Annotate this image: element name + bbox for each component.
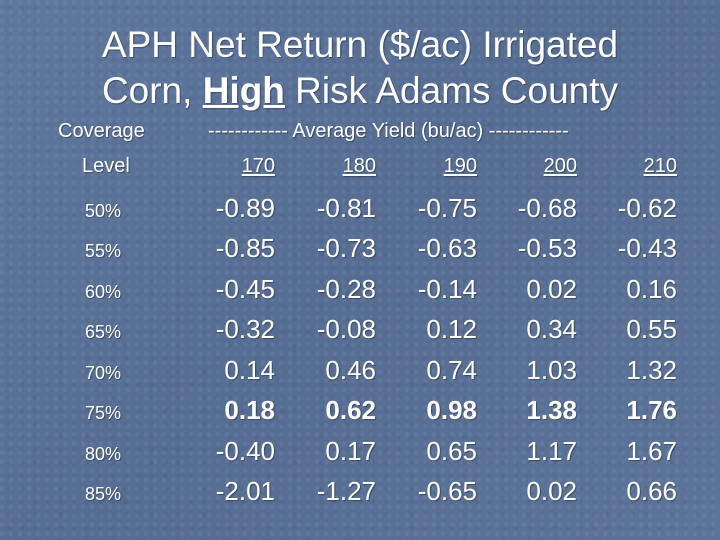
table-cell: -2.01	[215, 476, 275, 506]
title-line-1: APH Net Return ($/ac) Irrigated	[101, 24, 619, 65]
table-row: 70% 0.14 0.46 0.74 1.03 1.32	[0, 352, 720, 392]
table-cell: 0.46	[325, 355, 376, 385]
coverage-level: 60%	[85, 282, 122, 302]
average-yield-header: ------------ Average Yield (bu/ac) -----…	[208, 120, 569, 142]
table-cell: 0.12	[426, 314, 477, 344]
title-emphasis-high: High	[202, 70, 285, 111]
table-cell: 0.18	[224, 395, 275, 425]
table-cell: -0.65	[417, 476, 477, 506]
table-cell: -0.28	[316, 274, 376, 304]
table-cell: 1.67	[626, 436, 677, 466]
table-cell: -0.68	[517, 193, 577, 223]
table-cell: 1.17	[526, 436, 577, 466]
table-cell: -1.27	[316, 476, 376, 506]
table-row: 60% -0.45 -0.28 -0.14 0.02 0.16	[0, 271, 720, 311]
table-row: 55% -0.85 -0.73 -0.63 -0.53 -0.43	[0, 230, 720, 270]
yield-column-210: 210	[643, 155, 677, 177]
table-cell: 0.55	[626, 314, 677, 344]
table-cell: 0.34	[526, 314, 577, 344]
slide-title: APH Net Return ($/ac) Irrigated Corn, Hi…	[40, 22, 680, 114]
coverage-level: 65%	[85, 322, 122, 342]
table-cell: 1.03	[526, 355, 577, 385]
table-row-highlighted: 75% 0.18 0.62 0.98 1.38 1.76	[0, 392, 720, 432]
table-row: 85% -2.01 -1.27 -0.65 0.02 0.66	[0, 473, 720, 513]
table-row: 80% -0.40 0.17 0.65 1.17 1.67	[0, 433, 720, 473]
coverage-level: 85%	[85, 484, 122, 504]
table-cell: 0.65	[426, 436, 477, 466]
table-cell: -0.43	[617, 233, 677, 263]
table-cell: -0.53	[517, 233, 577, 263]
coverage-level: 70%	[85, 363, 122, 383]
yield-column-190: 190	[443, 155, 477, 177]
table-row: 65% -0.32 -0.08 0.12 0.34 0.55	[0, 311, 720, 351]
table-cell: 0.98	[426, 395, 477, 425]
title-line-2-start: Corn,	[101, 70, 203, 111]
table-cell: -0.81	[316, 193, 376, 223]
table-cell: 1.76	[626, 395, 677, 425]
table-cell: 0.66	[626, 476, 677, 506]
table-cell: 1.38	[526, 395, 577, 425]
yield-column-200: 200	[543, 155, 577, 177]
table-cell: -0.89	[215, 193, 275, 223]
coverage-level: 80%	[85, 444, 122, 464]
table-cell: -0.45	[215, 274, 275, 304]
table-cell: 0.14	[224, 355, 275, 385]
yield-column-170: 170	[241, 155, 275, 177]
table-cell: 0.02	[526, 476, 577, 506]
table-row: 50% -0.89 -0.81 -0.75 -0.68 -0.62	[0, 190, 720, 230]
level-header: Level	[82, 155, 130, 177]
coverage-level: 50%	[85, 201, 122, 221]
table-cell: -0.08	[316, 314, 376, 344]
table-cell: 0.16	[626, 274, 677, 304]
table-cell: 0.17	[325, 436, 376, 466]
coverage-header: Coverage	[58, 120, 145, 142]
yield-column-180: 180	[342, 155, 376, 177]
table-cell: -0.73	[316, 233, 376, 263]
table-cell: 0.74	[426, 355, 477, 385]
coverage-level: 55%	[85, 241, 122, 261]
table-cell: 1.32	[626, 355, 677, 385]
table-cell: -0.85	[215, 233, 275, 263]
table-cell: 0.62	[325, 395, 376, 425]
coverage-level: 75%	[85, 403, 122, 423]
table-cell: 0.02	[526, 274, 577, 304]
table-cell: -0.32	[215, 314, 275, 344]
title-line-2-end: Risk Adams County	[284, 70, 619, 111]
table-cell: -0.75	[417, 193, 477, 223]
table-cell: -0.14	[417, 274, 477, 304]
table-cell: -0.63	[417, 233, 477, 263]
table-cell: -0.40	[215, 436, 275, 466]
table-cell: -0.62	[617, 193, 677, 223]
